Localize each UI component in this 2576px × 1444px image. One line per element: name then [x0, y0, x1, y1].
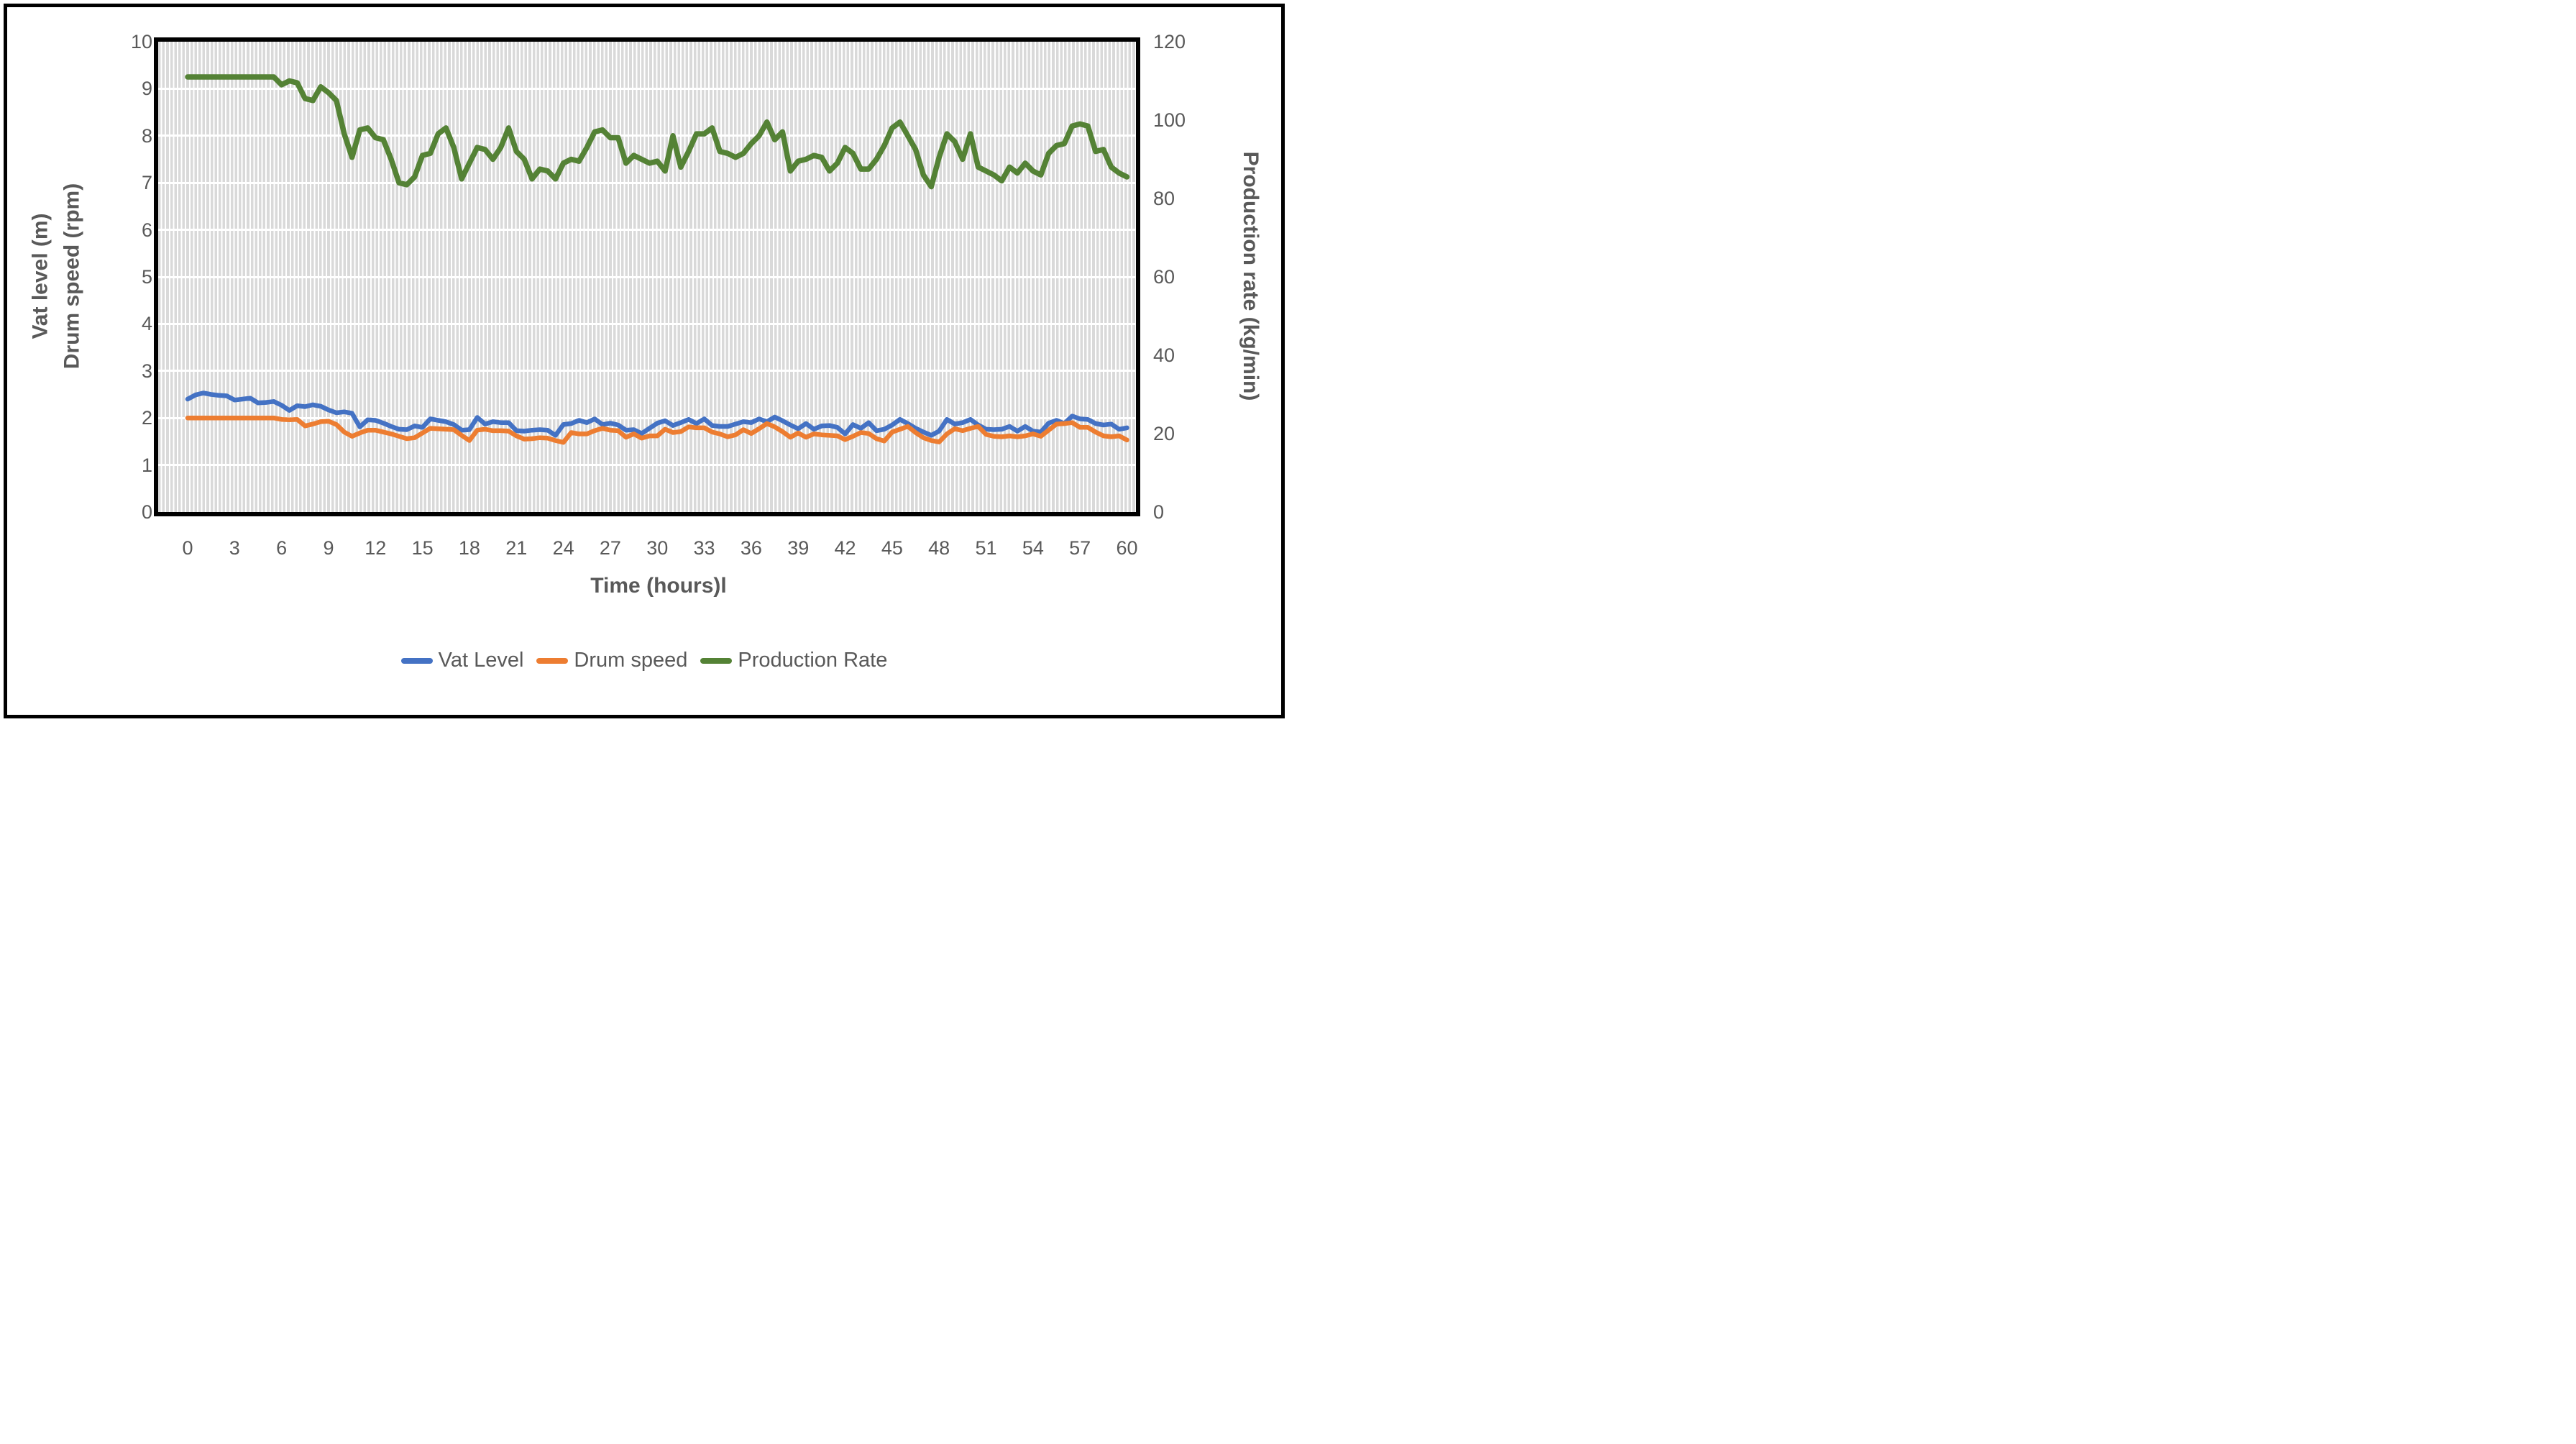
x-tick-label: 54 [1022, 537, 1044, 559]
y-axis-left-title: Vat level (m) Drum speed (rpm) [25, 183, 88, 369]
y-right-tick-label: 120 [1153, 31, 1186, 52]
series-layer [185, 74, 1130, 445]
y-left-tick-label: 4 [141, 313, 152, 335]
plot-area [154, 37, 1140, 516]
series-line-production-rate [185, 74, 1130, 190]
legend-label: Drum speed [574, 649, 688, 672]
y-right-tick-label: 40 [1153, 344, 1175, 366]
series-line-vat-level [185, 390, 1129, 438]
x-tick-label: 48 [928, 537, 950, 559]
x-tick-label: 57 [1069, 537, 1091, 559]
series-line-drum-speed [185, 415, 1129, 445]
legend-item-drum-speed: Drum speed [536, 649, 687, 672]
x-tick-label: 60 [1116, 537, 1138, 559]
y-left-tick-label: 9 [141, 78, 152, 100]
gridline [158, 275, 1136, 278]
legend: Vat Level Drum speed Production Rate [0, 649, 1288, 672]
y-axis-left-title-line2: Drum speed (rpm) [60, 183, 83, 370]
x-tick-label: 33 [693, 537, 715, 559]
y-left-tick-label: 7 [141, 172, 152, 194]
y-left-tick-label: 5 [141, 266, 152, 288]
y-left-tick-label: 2 [141, 407, 152, 429]
x-tick-label: 27 [599, 537, 621, 559]
gridline [158, 229, 1136, 232]
y-right-tick-label: 20 [1153, 423, 1175, 444]
chart-figure: 0 1 2 3 4 5 6 7 8 9 10 0 20 40 60 80 100 120 0 3 6 9 12 15 18 2… [0, 0, 1288, 722]
gridline [158, 416, 1136, 419]
legend-label: Production Rate [738, 649, 888, 672]
x-tick-label: 30 [646, 537, 669, 559]
x-tick-label: 36 [740, 537, 762, 559]
x-axis-title: Time (hours)l [590, 574, 727, 598]
y-axis-left-title-line1: Vat level (m) [28, 213, 52, 339]
gridline [158, 322, 1136, 325]
x-tick-label: 12 [365, 537, 387, 559]
figure-border [4, 4, 1285, 718]
x-tick-label: 21 [505, 537, 528, 559]
y-right-tick-label: 80 [1153, 188, 1175, 209]
y-right-tick-label: 100 [1153, 109, 1186, 131]
y-left-tick-label: 8 [141, 124, 152, 147]
x-tick-label: 51 [975, 537, 997, 559]
x-tick-label: 39 [787, 537, 810, 559]
y-left-tick-label: 1 [141, 454, 152, 476]
x-tick-label: 9 [323, 537, 334, 559]
x-tick-label: 3 [229, 537, 240, 559]
x-tick-label: 6 [276, 537, 288, 559]
y-left-tick-label: 10 [130, 31, 152, 52]
legend-swatch [700, 657, 733, 664]
x-tick-label: 45 [881, 537, 903, 559]
gridline [158, 464, 1136, 467]
gridline [158, 181, 1136, 184]
y-left-tick-label: 6 [141, 219, 152, 241]
y-left-tick-label: 3 [141, 360, 152, 382]
x-tick-label: 15 [411, 537, 434, 559]
legend-item-vat-level: Vat Level [400, 649, 524, 672]
gridline [158, 370, 1136, 373]
legend-swatch [400, 657, 433, 664]
x-tick-label: 24 [552, 537, 574, 559]
x-tick-label: 18 [458, 537, 480, 559]
gridline [158, 87, 1136, 90]
y-right-tick-label: 60 [1153, 266, 1175, 288]
gridline [158, 134, 1136, 137]
y-axis-right-title: Production rate (kg/min) [1239, 151, 1262, 401]
x-tick-label: 42 [834, 537, 856, 559]
legend-swatch [536, 657, 569, 664]
legend-item-production-rate: Production Rate [700, 649, 887, 672]
x-tick-label: 0 [182, 537, 193, 559]
y-left-tick-label: 0 [141, 501, 152, 523]
legend-label: Vat Level [438, 649, 524, 672]
y-right-tick-label: 0 [1153, 501, 1165, 523]
